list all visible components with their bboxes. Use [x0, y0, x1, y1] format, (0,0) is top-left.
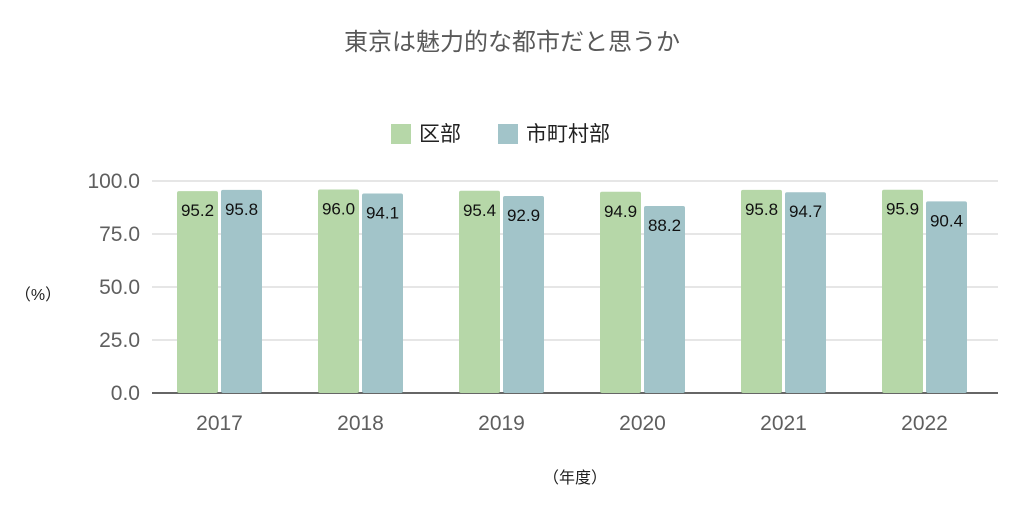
legend-swatch	[498, 124, 518, 144]
bar-ku-2022	[882, 189, 923, 393]
bar-ku-2021	[741, 189, 782, 393]
gridlines: 0.0 25.0 50.0 75.0 100.0	[87, 170, 998, 405]
x-tick-label: 2020	[619, 412, 666, 435]
x-tick-label: 2022	[901, 412, 948, 435]
data-label: 96.0	[322, 199, 355, 218]
data-label: 90.4	[930, 211, 963, 230]
y-tick-label: 75.0	[99, 223, 140, 246]
bar-ku-2020	[600, 191, 641, 393]
y-tick-label: 25.0	[99, 329, 140, 352]
x-tick-label: 2021	[760, 412, 807, 435]
x-tick-label: 2018	[337, 412, 384, 435]
data-label: 94.9	[604, 202, 637, 221]
legend: 区部 市町村部	[391, 123, 610, 146]
bar-shichoson-2022	[926, 201, 967, 393]
bar-shichoson-2018	[362, 193, 403, 393]
y-tick-label: 100.0	[87, 170, 140, 193]
bar-ku-2019	[459, 190, 500, 393]
data-label: 95.9	[886, 200, 919, 219]
legend-swatch	[391, 124, 411, 144]
data-label: 88.2	[648, 216, 681, 235]
x-tick-label: 2017	[196, 412, 243, 435]
data-label: 94.1	[366, 204, 399, 223]
y-tick-label: 50.0	[99, 276, 140, 299]
y-tick-label: 0.0	[111, 382, 140, 405]
data-label: 92.9	[507, 206, 540, 225]
x-axis-label: （年度）	[543, 469, 607, 487]
data-label: 94.7	[789, 202, 822, 221]
bar-ku-2018	[318, 189, 359, 393]
legend-label: 区部	[419, 123, 461, 146]
chart-title: 東京は魅力的な都市だと思うか	[344, 29, 680, 56]
bar-ku-2017	[177, 191, 218, 393]
data-label: 95.8	[225, 200, 258, 219]
bar-shichoson-2020	[644, 206, 685, 393]
bar-shichoson-2021	[785, 192, 826, 393]
y-axis-label: （%）	[15, 286, 61, 304]
data-label: 95.8	[745, 200, 778, 219]
bar-shichoson-2019	[503, 196, 544, 393]
data-label: 95.4	[463, 201, 496, 220]
data-label: 95.2	[181, 201, 214, 220]
bar-shichoson-2017	[221, 189, 262, 393]
bars: 95.2 95.8 2017 96.0 94.1 2018 95.4 92.9 2019 94.9…	[177, 189, 967, 435]
x-tick-label: 2019	[478, 412, 525, 435]
legend-label: 市町村部	[526, 123, 610, 146]
